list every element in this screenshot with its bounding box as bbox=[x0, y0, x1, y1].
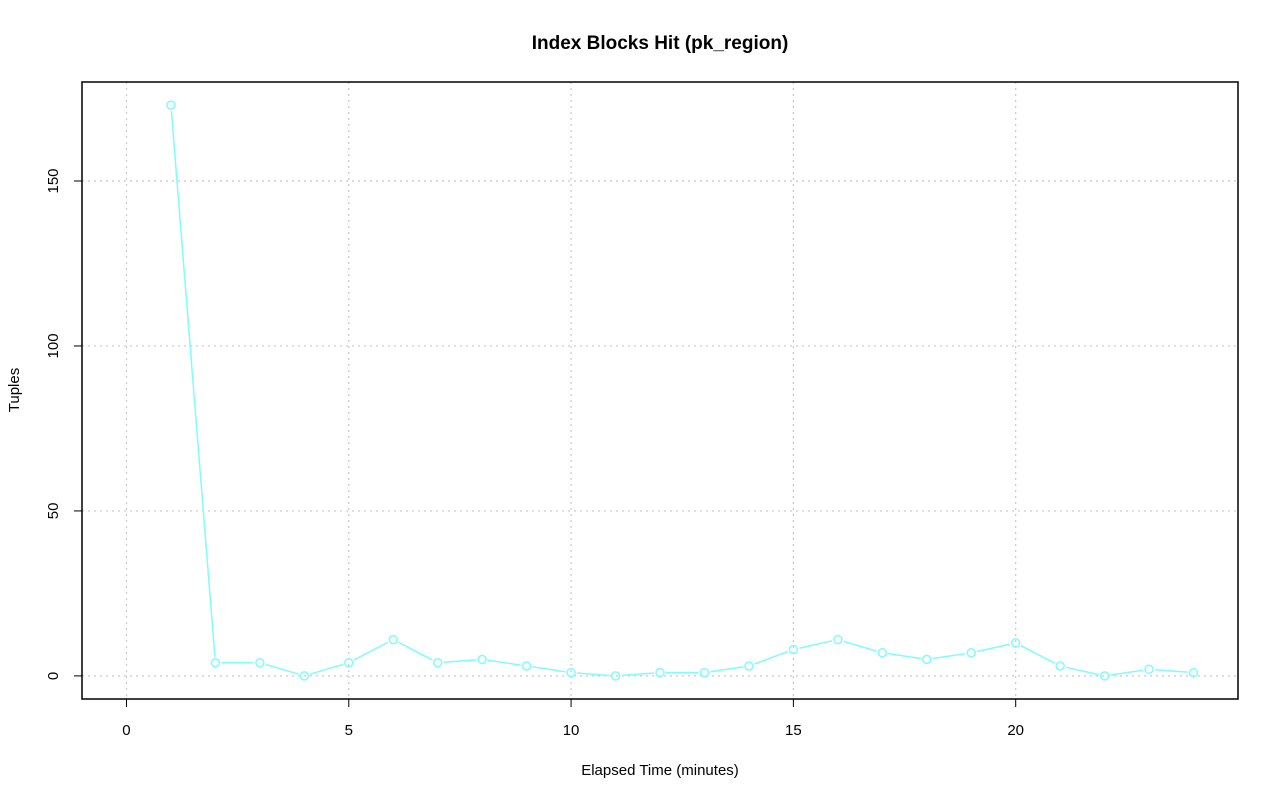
x-axis-label: Elapsed Time (minutes) bbox=[581, 762, 739, 779]
x-tick-label: 0 bbox=[122, 722, 130, 739]
series-segment bbox=[621, 672, 655, 677]
data-point bbox=[744, 661, 754, 671]
plot-frame bbox=[81, 81, 1239, 700]
chart-title: Index Blocks Hit (pk_region) bbox=[532, 33, 789, 54]
data-point bbox=[833, 634, 843, 645]
data-point bbox=[922, 654, 932, 665]
y-axis: 0 50 100 150 bbox=[45, 168, 83, 680]
data-point bbox=[966, 648, 976, 658]
data-point bbox=[521, 661, 532, 671]
x-axis: 0 5 10 15 20 bbox=[122, 698, 1024, 739]
data-point bbox=[1144, 664, 1154, 675]
data-point bbox=[210, 657, 221, 668]
series-segment bbox=[353, 641, 389, 661]
x-tick-label: 15 bbox=[785, 722, 802, 739]
data-point bbox=[1099, 671, 1110, 681]
data-point bbox=[699, 667, 710, 678]
data-point bbox=[788, 644, 799, 655]
series-segment bbox=[754, 650, 789, 665]
y-tick-label: 150 bbox=[45, 168, 62, 193]
series-segment bbox=[710, 666, 744, 673]
series-segment bbox=[843, 640, 877, 652]
series-segment bbox=[1155, 669, 1188, 673]
data-point bbox=[299, 671, 310, 681]
data-point bbox=[166, 100, 176, 110]
data-point bbox=[1010, 638, 1021, 648]
series-segment bbox=[577, 672, 610, 677]
data-point bbox=[655, 667, 665, 678]
data-point bbox=[1188, 667, 1199, 678]
series-segment bbox=[932, 652, 966, 660]
series-segment bbox=[1110, 669, 1144, 676]
data-point bbox=[432, 657, 443, 668]
series-segment bbox=[265, 663, 299, 675]
grid bbox=[82, 82, 1238, 699]
series-segment bbox=[487, 659, 521, 666]
data-point bbox=[566, 667, 576, 678]
data-point bbox=[255, 657, 265, 668]
series-segment bbox=[1020, 645, 1056, 664]
data-point bbox=[1055, 661, 1065, 671]
data-point bbox=[610, 671, 621, 681]
data-point bbox=[477, 654, 487, 665]
series-segment bbox=[888, 652, 921, 660]
y-tick-label: 100 bbox=[45, 333, 62, 358]
y-tick-label: 0 bbox=[45, 672, 62, 680]
data-point bbox=[388, 634, 398, 645]
series-segment bbox=[976, 643, 1010, 653]
series-segment bbox=[398, 641, 433, 661]
x-tick-label: 10 bbox=[563, 722, 580, 739]
data-point bbox=[877, 648, 888, 658]
series-segment bbox=[309, 663, 344, 675]
x-tick-label: 5 bbox=[345, 722, 353, 739]
series-segment bbox=[170, 111, 216, 657]
series-segment bbox=[1065, 666, 1099, 676]
data-point bbox=[344, 657, 354, 668]
series-layer bbox=[166, 100, 1199, 681]
series-segment bbox=[532, 666, 566, 673]
y-axis-label: Tuples bbox=[6, 368, 23, 412]
series-segment bbox=[799, 640, 833, 649]
series-segment bbox=[443, 659, 477, 664]
x-tick-label: 20 bbox=[1007, 722, 1024, 739]
y-tick-label: 50 bbox=[45, 503, 62, 520]
